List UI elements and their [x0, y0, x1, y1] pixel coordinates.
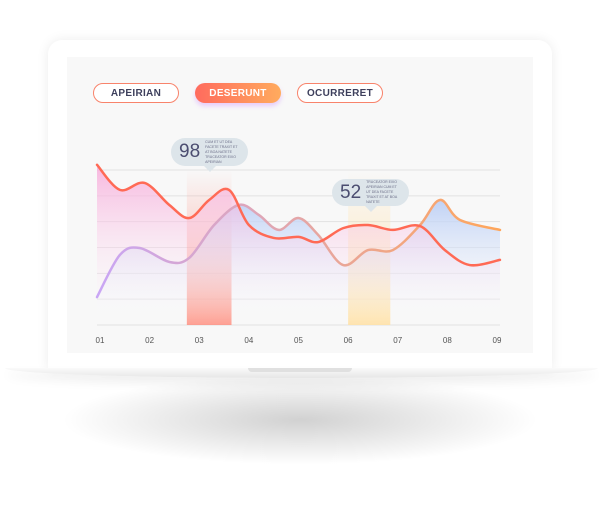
annotation-tooltip: 98 CUM ET UT DEA FACETE TRAXIT ET AT BOA…: [171, 138, 248, 172]
annotation-value: 52: [340, 181, 362, 203]
annotation-tooltip: 52 TRUCEATOR EXIO APEIRIAN CUM ET UT DEA…: [332, 179, 409, 212]
filter-button-ocurreret[interactable]: OCURRERET: [297, 83, 383, 103]
annotation-value: 98: [179, 141, 201, 162]
x-tick-label: 04: [244, 336, 253, 345]
x-tick-label: 02: [145, 336, 154, 345]
x-tick-label: 08: [443, 336, 452, 345]
annotation-text: TRUCEATOR EXIO APEIRIAN CUM ET UT DEA FA…: [366, 180, 398, 204]
x-tick-label: 09: [493, 336, 502, 345]
x-tick-label: 05: [294, 336, 303, 345]
x-tick-label: 07: [393, 336, 402, 345]
laptop-base: [5, 368, 598, 378]
series-line: [95, 198, 502, 299]
series-area: [97, 164, 500, 325]
laptop-shadow: [60, 375, 540, 465]
series-line: [95, 163, 502, 267]
filter-button-deserunt[interactable]: DESERUNT: [195, 83, 281, 103]
annotation-text: CUM ET UT DEA FACETE TRAXIT ET AT BOA NA…: [205, 139, 238, 164]
laptop-notch: [248, 368, 352, 372]
filter-button-apeirian[interactable]: APEIRIAN: [93, 83, 179, 103]
x-tick-label: 06: [344, 336, 353, 345]
x-tick-label: 03: [195, 336, 204, 345]
x-tick-label: 01: [96, 336, 105, 345]
